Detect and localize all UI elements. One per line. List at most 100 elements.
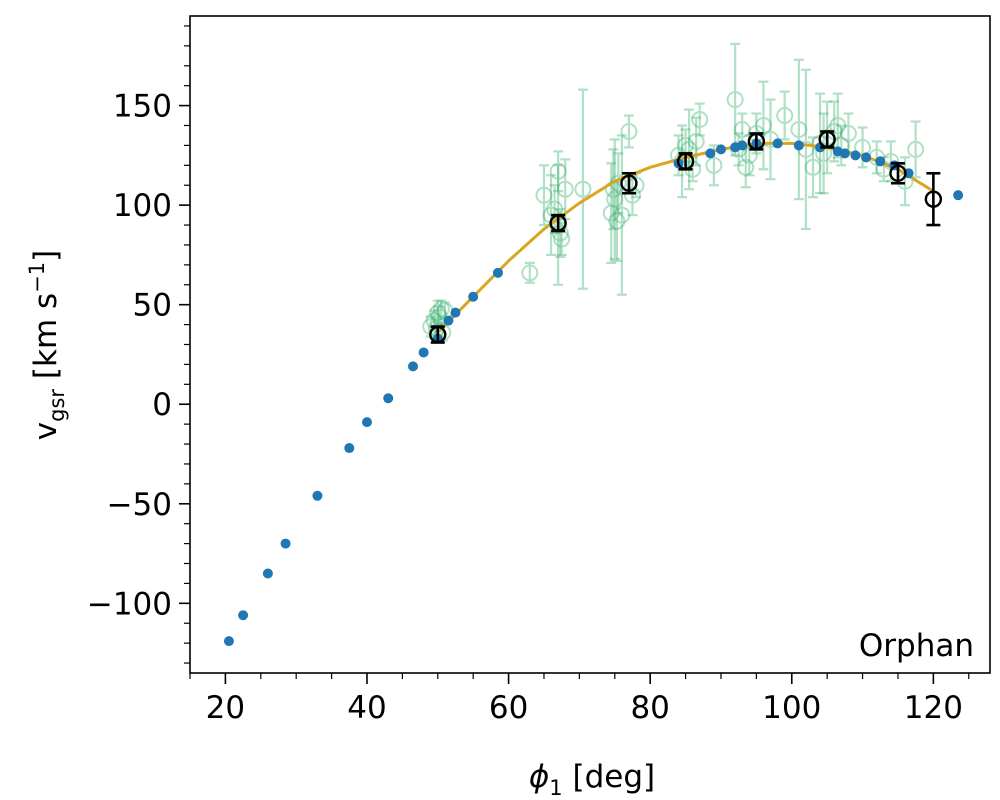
y-tick-label: 100 bbox=[113, 188, 172, 224]
binned-marker bbox=[747, 132, 766, 151]
track-point bbox=[715, 144, 726, 155]
binned-point bbox=[620, 171, 638, 195]
star-point bbox=[535, 164, 553, 227]
star-marker bbox=[804, 158, 822, 176]
y-axis-unit-post: ] bbox=[28, 250, 64, 262]
star-marker bbox=[620, 122, 638, 140]
star-marker bbox=[740, 146, 758, 164]
star-marker bbox=[521, 264, 539, 282]
star-marker bbox=[606, 190, 624, 208]
x-axis-ticks: 20 40 60 80 100 120 bbox=[206, 673, 963, 726]
star-measurements bbox=[422, 42, 925, 342]
track-point bbox=[238, 610, 249, 621]
star-marker bbox=[429, 304, 447, 322]
x-tick-label: 60 bbox=[489, 690, 528, 726]
star-marker bbox=[754, 117, 772, 134]
x-axis-label: ϕ1 [deg] bbox=[529, 759, 655, 800]
x-axis-subscript: 1 bbox=[549, 776, 562, 800]
star-marker bbox=[613, 206, 631, 224]
y-tick-label: 150 bbox=[113, 89, 172, 125]
y-tick-label: −50 bbox=[107, 487, 172, 523]
track-point bbox=[408, 361, 419, 372]
binned-marker bbox=[924, 190, 943, 208]
star-marker bbox=[907, 140, 925, 158]
star-marker bbox=[790, 120, 808, 138]
star-point bbox=[549, 150, 567, 193]
x-tick-label: 40 bbox=[347, 690, 386, 726]
x-tick-label: 120 bbox=[904, 690, 963, 726]
track-point bbox=[383, 393, 394, 404]
y-axis-subscript: gsr bbox=[45, 389, 69, 422]
y-axis-unit-pre: [km s bbox=[28, 293, 64, 389]
track-point bbox=[418, 347, 429, 358]
track-point bbox=[705, 148, 716, 159]
y-tick-label: 50 bbox=[133, 288, 172, 324]
star-point bbox=[556, 158, 574, 221]
binned-point bbox=[747, 132, 766, 151]
star-point bbox=[776, 90, 794, 141]
binned-marker bbox=[676, 152, 695, 171]
y-axis-superscript: −1 bbox=[25, 262, 49, 293]
y-tick-label: 0 bbox=[152, 387, 172, 423]
track-point bbox=[772, 138, 783, 149]
x-tick-label: 100 bbox=[762, 690, 821, 726]
track-point bbox=[737, 140, 748, 151]
star-marker bbox=[574, 180, 592, 198]
star-point bbox=[620, 114, 638, 149]
plot-frame bbox=[189, 15, 991, 674]
star-marker bbox=[608, 212, 626, 230]
track-point bbox=[953, 190, 964, 201]
binned-point bbox=[549, 213, 567, 233]
binned-mean-points bbox=[429, 130, 943, 344]
star-point bbox=[754, 80, 772, 171]
minor-ticks bbox=[184, 25, 970, 679]
star-marker bbox=[432, 300, 450, 318]
track-point bbox=[280, 538, 291, 549]
track-point bbox=[312, 490, 323, 501]
track-point bbox=[861, 152, 872, 163]
annotation-label: Orphan bbox=[859, 628, 974, 664]
star-marker bbox=[623, 186, 641, 204]
binned-marker bbox=[549, 214, 567, 232]
star-marker bbox=[687, 132, 705, 150]
track-point bbox=[468, 291, 479, 302]
track-point bbox=[839, 148, 850, 159]
plot-background bbox=[190, 16, 990, 673]
x-axis-unit: [deg] bbox=[563, 759, 655, 795]
y-axis-label: vgsr [km s−1] bbox=[25, 250, 69, 440]
star-point bbox=[606, 138, 624, 260]
star-marker bbox=[733, 120, 751, 138]
model-track-points bbox=[223, 138, 964, 647]
star-marker bbox=[556, 180, 574, 198]
x-axis-symbol: ϕ bbox=[529, 759, 549, 795]
track-point bbox=[492, 267, 503, 278]
binned-marker bbox=[429, 325, 447, 344]
star-marker bbox=[776, 107, 794, 125]
y-axis-base: v bbox=[28, 422, 64, 440]
track-point bbox=[223, 636, 234, 647]
track-point bbox=[443, 315, 454, 326]
star-marker bbox=[551, 224, 569, 242]
track-point bbox=[875, 156, 886, 167]
track-point bbox=[793, 140, 804, 151]
star-point bbox=[726, 42, 744, 157]
binned-point bbox=[924, 171, 943, 227]
star-point bbox=[574, 88, 592, 290]
star-point bbox=[602, 162, 620, 264]
star-point bbox=[691, 102, 709, 137]
star-marker bbox=[705, 156, 723, 174]
star-marker bbox=[602, 204, 620, 222]
star-marker bbox=[691, 111, 709, 129]
star-marker bbox=[839, 124, 857, 142]
binned-marker bbox=[818, 130, 836, 149]
track-point bbox=[262, 568, 273, 579]
binned-point bbox=[818, 130, 836, 149]
y-axis-ticks: −100 −50 0 50 100 150 bbox=[87, 89, 190, 622]
star-point bbox=[521, 261, 539, 284]
binned-marker bbox=[620, 174, 638, 192]
binned-point bbox=[889, 162, 907, 185]
star-marker bbox=[549, 162, 567, 180]
binned-marker bbox=[889, 164, 907, 182]
x-tick-label: 80 bbox=[630, 690, 669, 726]
